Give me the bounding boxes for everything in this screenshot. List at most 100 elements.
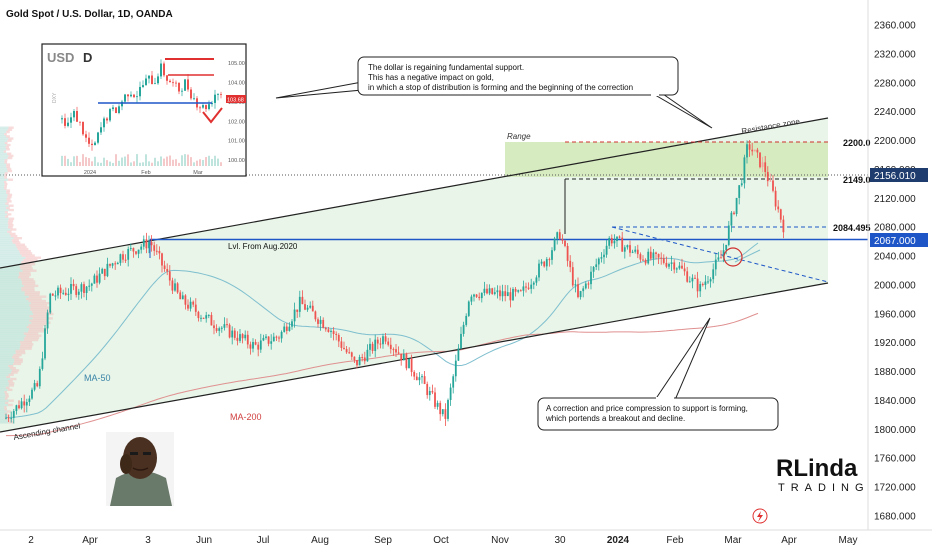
- inset-volume-bar: [73, 156, 75, 166]
- candle-body: [743, 157, 746, 184]
- volume-profile-bar-up: [0, 228, 11, 231]
- inset-volume-bar: [100, 162, 102, 166]
- volume-profile-bar-down: [3, 180, 7, 184]
- inset-candle-body: [124, 94, 126, 102]
- volume-profile-bar-down: [19, 252, 33, 255]
- volume-profile-bar-down: [28, 295, 47, 298]
- price-tick-label: 2080.000: [874, 223, 916, 234]
- volume-profile-bar-up: [0, 243, 16, 246]
- volume-profile-bar-up: [0, 219, 9, 223]
- time-tick-label: Apr: [82, 535, 98, 546]
- candle-body: [418, 377, 421, 381]
- channel-upper-line[interactable]: [0, 117, 829, 269]
- inset-candle-body: [100, 127, 102, 133]
- volume-profile-bar-up: [0, 373, 9, 376]
- candle-body: [480, 292, 483, 299]
- inset-candle-body: [88, 137, 90, 144]
- candle-body: [98, 273, 101, 283]
- volume-profile-bar-down: [4, 185, 7, 188]
- lightning-icon[interactable]: [752, 508, 768, 524]
- breakout-circle: [723, 247, 743, 267]
- price-tick-label: 1760.000: [874, 454, 916, 465]
- candle-body: [426, 383, 429, 396]
- candle-body: [610, 237, 613, 244]
- dxy-inset[interactable]: USD D DXY 105.00104.00103.00102.00101.00…: [41, 43, 247, 177]
- inset-candle-body: [202, 105, 204, 108]
- candle-body: [699, 284, 702, 292]
- candle-body: [231, 330, 234, 338]
- volume-profile-bar-up: [0, 418, 8, 422]
- inset-candle-body: [115, 107, 117, 113]
- candle-body: [696, 278, 699, 292]
- volume-profile-bar-up: [0, 397, 5, 400]
- price-tick-label: 2120.000: [874, 194, 916, 205]
- candle-body: [350, 352, 353, 357]
- volume-profile-bar-down: [18, 271, 31, 275]
- volume-profile-bar-up: [0, 148, 7, 151]
- candle-body: [454, 360, 457, 377]
- candle-body: [176, 283, 179, 293]
- volume-profile-bar-down: [21, 263, 36, 266]
- volume-profile-bar-up: [0, 280, 22, 283]
- candle-body: [441, 409, 444, 415]
- channel-lower-line[interactable]: [0, 282, 829, 433]
- volume-profile-bar-down: [12, 241, 21, 244]
- inset-candle-body: [133, 94, 135, 98]
- volume-profile-bar-up: [0, 263, 22, 266]
- candle-body: [309, 305, 312, 308]
- candle-body: [766, 171, 769, 182]
- logo-line1: RLinda: [776, 455, 858, 482]
- volume-profile-bar-up: [0, 185, 5, 188]
- candle-body: [660, 257, 663, 259]
- volume-profile-bar-up: [0, 154, 9, 158]
- volume-profile-bar-down: [23, 332, 39, 335]
- inset-candle-body: [91, 143, 93, 146]
- candle-body: [603, 254, 605, 258]
- volume-profile-bar-down: [6, 165, 10, 168]
- candle-body: [311, 305, 314, 312]
- volume-profile-bar-up: [0, 379, 8, 383]
- candle-body: [124, 259, 127, 261]
- candle-body: [668, 263, 670, 267]
- inset-candle-body: [136, 96, 138, 98]
- time-tick-label: Mar: [724, 535, 742, 546]
- inset-candle-body: [187, 79, 189, 90]
- candle-body: [733, 212, 735, 214]
- candle-body: [298, 296, 301, 312]
- inset-candle-body: [67, 122, 69, 126]
- candle-body: [532, 282, 535, 285]
- candle-body: [561, 238, 564, 241]
- current-price-tag: [870, 168, 928, 182]
- candle-body: [636, 249, 639, 255]
- candle-body: [215, 328, 218, 331]
- candle-body: [688, 281, 691, 283]
- inset-candle-body: [139, 86, 141, 97]
- volume-profile-bar-down: [15, 351, 26, 355]
- volume-profile-bar-up: [0, 301, 31, 305]
- price-tick-label: 2040.000: [874, 252, 916, 263]
- inset-volume-bar: [211, 158, 213, 166]
- candle-body: [545, 259, 548, 267]
- candle-body: [740, 183, 743, 186]
- candle-body: [735, 197, 738, 214]
- candle-body: [366, 349, 369, 362]
- volume-profile-bar-down: [8, 224, 14, 227]
- volume-profile-bar-down: [6, 198, 11, 201]
- inset-volume-bar: [112, 162, 114, 166]
- candle-body: [291, 321, 293, 327]
- candle-body: [631, 251, 634, 253]
- inset-price-tag: [226, 95, 246, 103]
- inset-candle-body: [148, 75, 150, 79]
- time-tick-label: Aug: [311, 535, 329, 546]
- volume-profile-bar-up: [0, 314, 30, 318]
- volume-profile-bar-up: [0, 156, 8, 160]
- volume-profile-bar-up: [0, 403, 8, 407]
- volume-profile-bar-up: [0, 408, 5, 411]
- inset-volume-bar: [220, 162, 222, 166]
- volume-profile-bar-up: [0, 306, 31, 309]
- inset-title: USD: [47, 50, 74, 65]
- rlinda-logo: RLinda TRADING: [776, 455, 864, 494]
- volume-profile-bar-up: [0, 139, 8, 142]
- candle-body: [83, 284, 85, 293]
